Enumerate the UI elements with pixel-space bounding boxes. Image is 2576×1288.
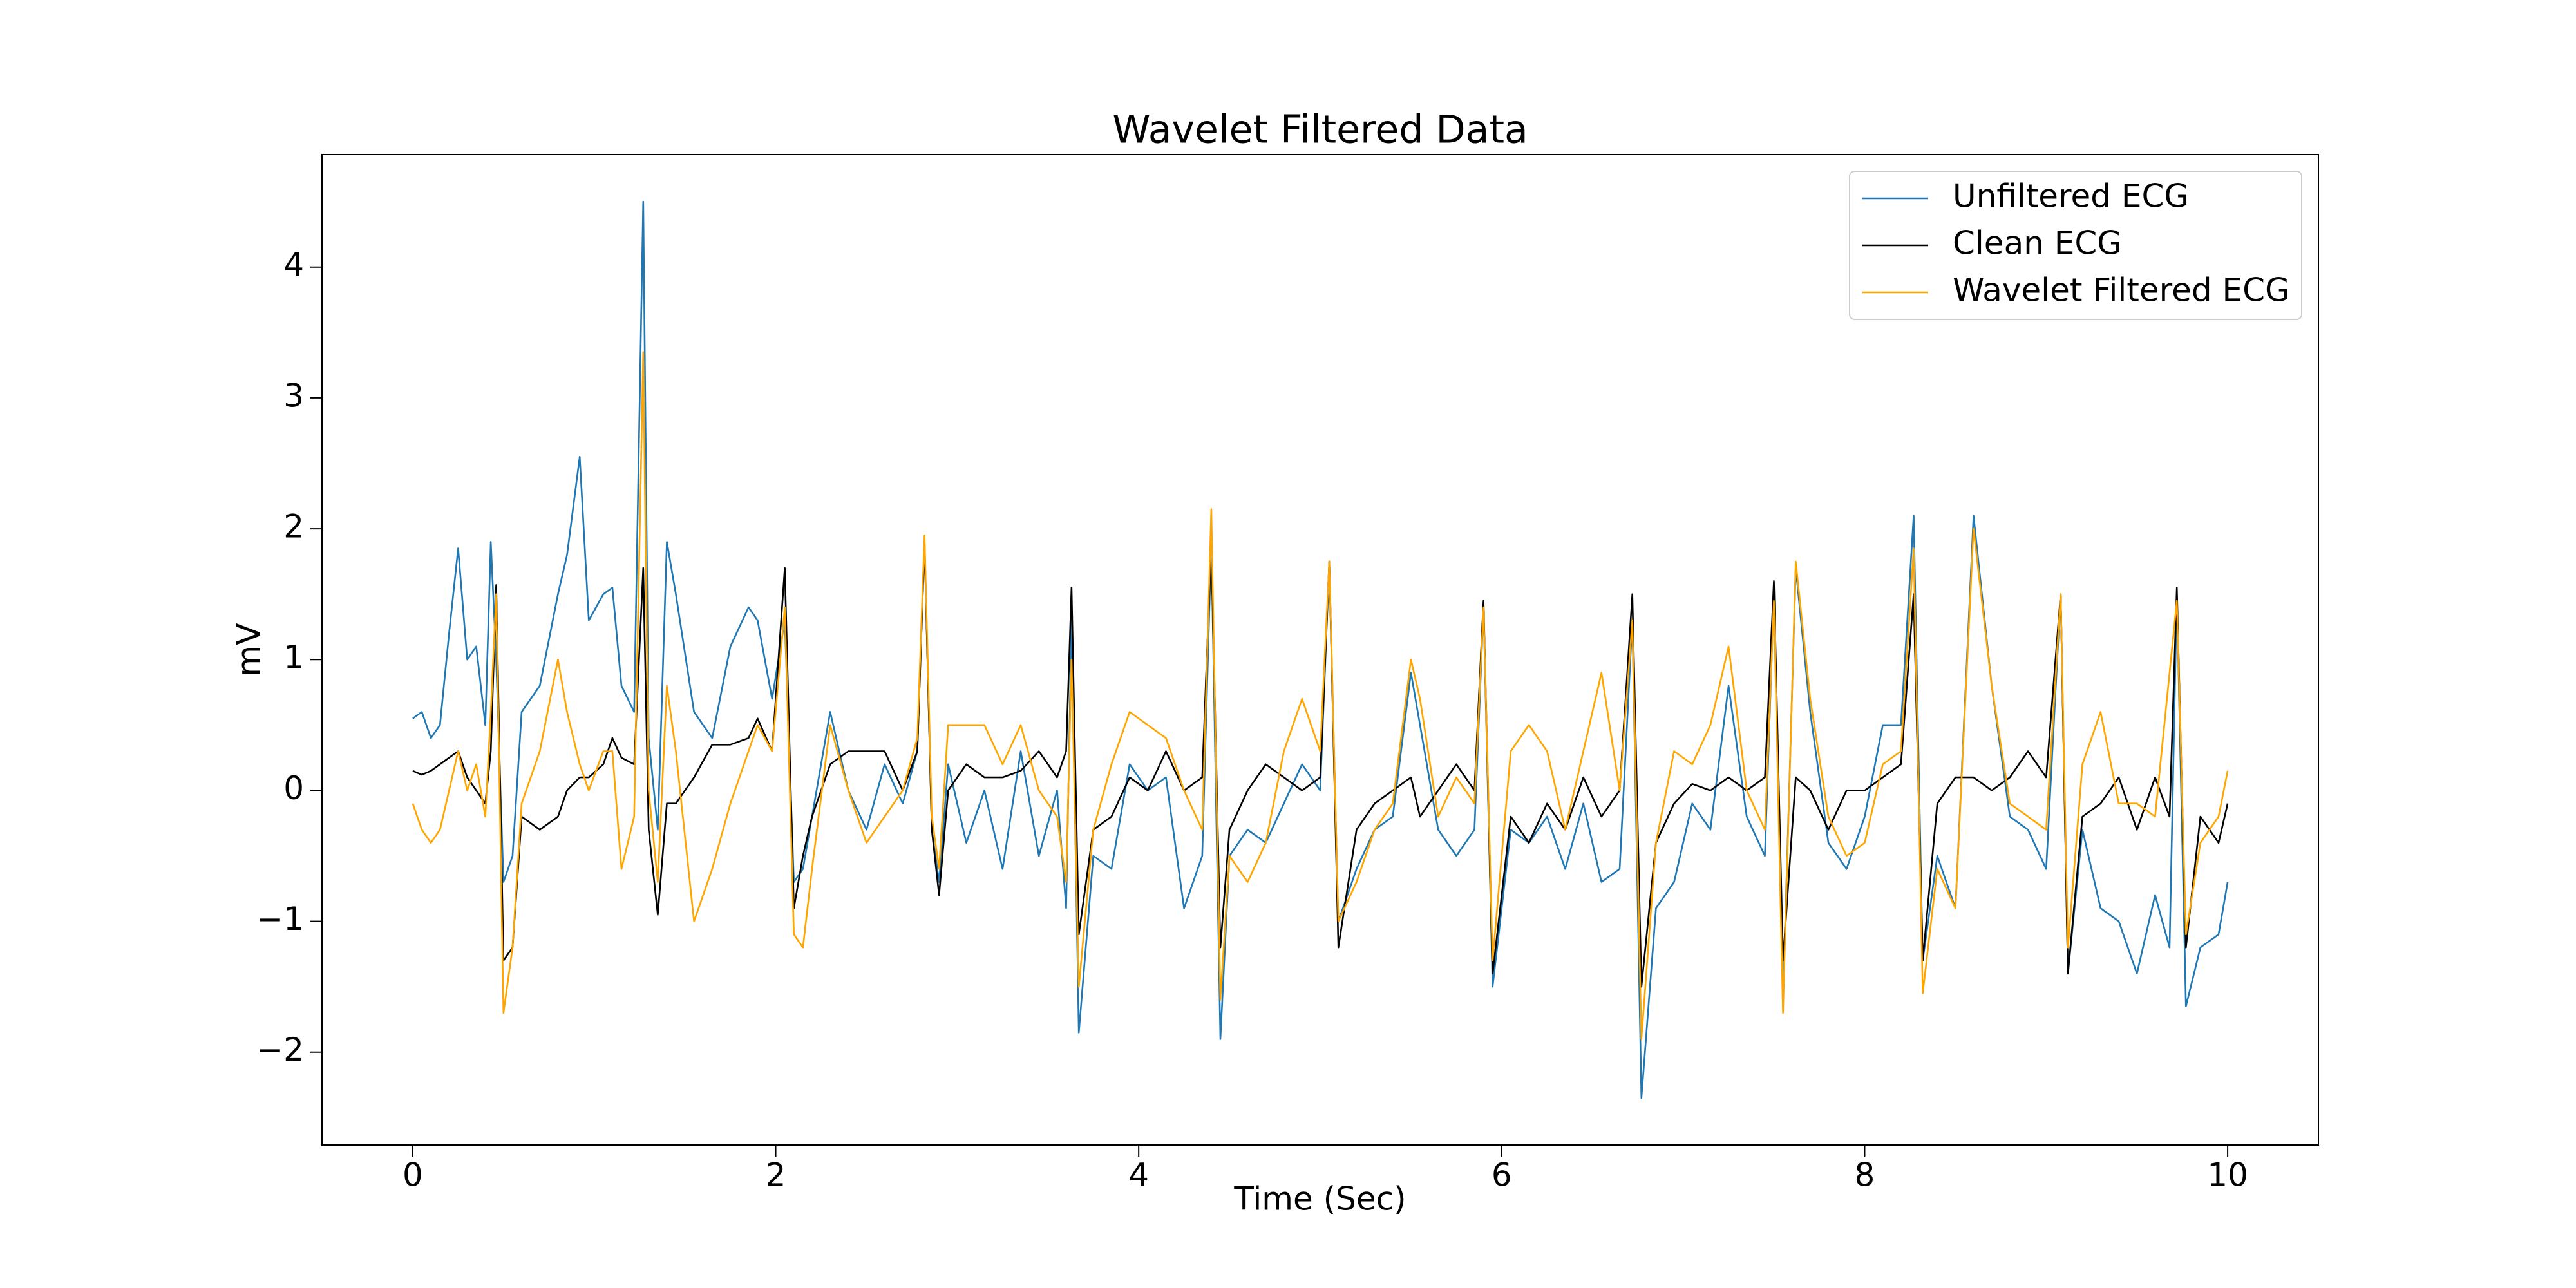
x-axis-label: Time (Sec) bbox=[1233, 1180, 1406, 1218]
plot-frame bbox=[321, 154, 2319, 1146]
y-tick-label: −2 bbox=[256, 1031, 304, 1068]
series-line bbox=[412, 541, 2229, 988]
y-tick-label: 4 bbox=[283, 246, 304, 283]
series-line bbox=[412, 200, 2229, 1099]
y-axis-label: mV bbox=[231, 623, 268, 677]
legend-box bbox=[1849, 171, 2302, 320]
chart-title: Wavelet Filtered Data bbox=[1112, 108, 1528, 153]
x-tick-label: 8 bbox=[1855, 1157, 1875, 1194]
x-tick-label: 4 bbox=[1128, 1157, 1149, 1194]
y-tick-label: −1 bbox=[256, 900, 304, 938]
x-tick-label: 10 bbox=[2207, 1157, 2248, 1194]
x-tick-label: 2 bbox=[766, 1157, 786, 1194]
y-tick-label: 3 bbox=[283, 377, 304, 414]
x-tick-label: 0 bbox=[402, 1157, 423, 1194]
legend-label: Unfiltered ECG bbox=[1953, 178, 2189, 215]
y-tick-label: 0 bbox=[283, 770, 304, 807]
x-tick-label: 6 bbox=[1492, 1157, 1512, 1194]
y-tick-label: 1 bbox=[283, 639, 304, 676]
legend-label: Clean ECG bbox=[1953, 225, 2122, 262]
series-line bbox=[412, 351, 2229, 1040]
y-tick-label: 2 bbox=[283, 508, 304, 545]
legend-label: Wavelet Filtered ECG bbox=[1953, 272, 2290, 309]
